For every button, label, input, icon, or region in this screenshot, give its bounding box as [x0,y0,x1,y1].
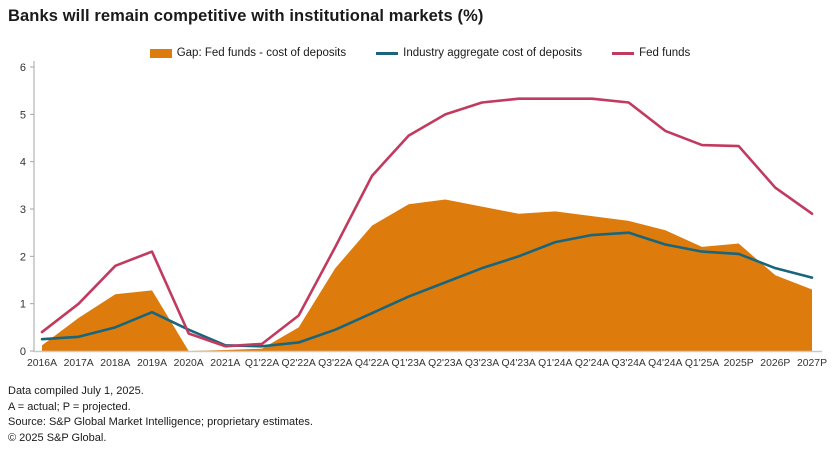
footnote-source: Source: S&P Global Market Intelligence; … [8,416,313,428]
x-axis-tick-label: 2020A [174,358,204,369]
fed-funds-line-series [40,97,814,348]
y-axis-tick-label: 2 [20,251,26,263]
x-axis-tick-label: Q3'22A [318,358,352,369]
y-axis-tick-label: 0 [20,346,26,358]
x-axis-tick-label: Q2'23A [428,358,462,369]
plot-area: 0 1 2 3 4 5 6 2016A 2017A 2018A 2019A 2020A 2021A Q1'… [20,61,827,369]
footnote-copyright: © 2025 S&P Global. [8,431,107,444]
gap-area-swatch-icon [149,48,172,58]
x-axis-tick-label: Q2'24A [575,358,609,369]
chart-title: Banks will remain competitive with insti… [8,7,484,25]
x-axis-tick-label: Q3'23A [465,358,499,369]
x-axis-tick-label: Q1'25A [685,358,719,369]
x-axis-tick-label: Q4'23A [501,358,535,369]
y-axis-tick-label: 5 [20,109,26,121]
deposits-line-series [40,231,814,348]
legend-label-gap: Gap: Fed funds - cost of deposits [176,47,347,59]
gap-area-series [42,199,812,351]
legend-item-deposits: Industry aggregate cost of deposits [376,47,582,59]
y-axis-tick-label: 1 [20,299,26,311]
x-axis-tick-label: Q4'24A [648,358,682,369]
x-axis-tick-label: Q1'22A [245,358,279,369]
x-axis-tick-label: 2017A [64,358,94,369]
footnote-compiled: Data compiled July 1, 2025. [8,385,144,397]
y-axis-tick-label: 4 [20,157,26,169]
deposits-line-swatch-icon [376,51,399,55]
y-axis-tick-label: 3 [20,204,26,216]
legend-label-fed-funds: Fed funds [639,47,691,59]
legend-label-deposits: Industry aggregate cost of deposits [403,47,583,59]
x-axis-tick-label: 2019A [137,358,167,369]
x-axis-tick-label: 2026P [760,358,790,369]
x-axis-tick-label: 2018A [100,358,130,369]
x-axis-tick-label: Q2'22A [281,358,315,369]
fed-funds-line-swatch-icon [612,51,635,55]
x-axis-tick-label: Q1'24A [538,358,572,369]
x-axis-tick-label: Q1'23A [391,358,425,369]
x-axis-tick-label: 2027P [797,358,827,369]
y-axis-tick-label: 6 [20,62,26,74]
legend-item-fed-funds: Fed funds [612,47,690,59]
x-axis-tick-label: Q4'22A [355,358,389,369]
footnotes: Data compiled July 1, 2025. A = actual; … [8,384,313,446]
x-axis-tick-label: 2025P [724,358,754,369]
footnote-key: A = actual; P = projected. [8,400,131,413]
x-axis-tick-label: 2021A [210,358,240,369]
x-axis-tick-label: Q3'24A [611,358,645,369]
legend: Gap: Fed funds - cost of deposits Indust… [0,45,840,61]
legend-item-gap: Gap: Fed funds - cost of deposits [149,47,347,59]
x-axis-tick-label: 2016A [27,358,57,369]
